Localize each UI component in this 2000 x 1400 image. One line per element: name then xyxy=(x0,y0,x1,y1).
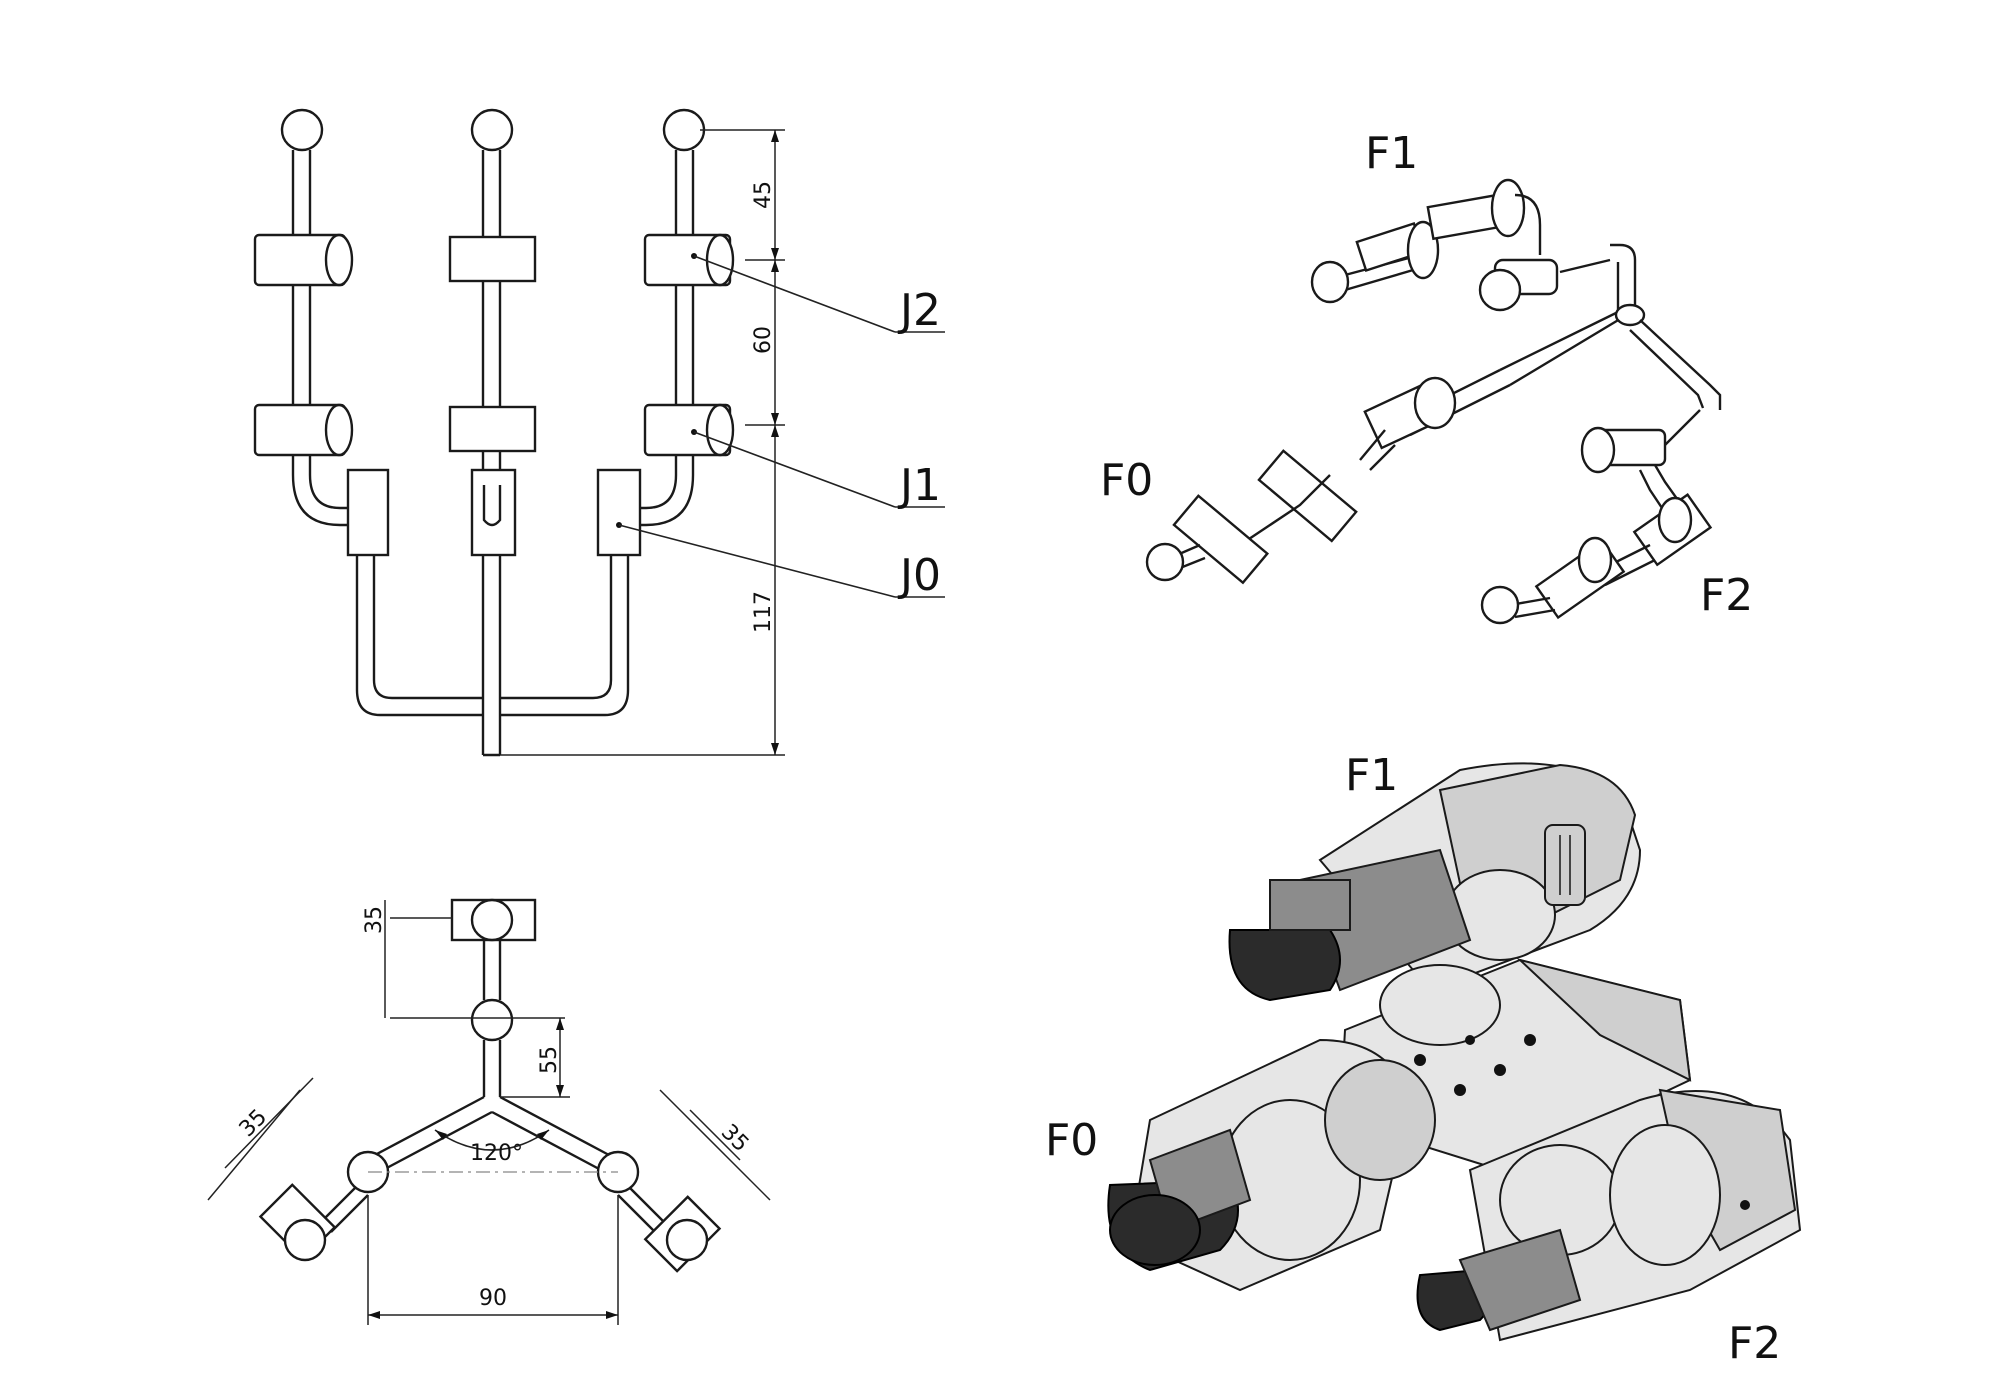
front-view: 45 60 117 J2 J1 J0 xyxy=(253,108,945,757)
label-render-f0: F0 xyxy=(1045,1115,1098,1166)
label-skeleton-f1: F1 xyxy=(1365,128,1418,179)
render-f2 xyxy=(1416,1088,1802,1342)
skeleton-f2 xyxy=(1480,319,1722,625)
label-skeleton-f2: F2 xyxy=(1700,570,1753,621)
dim-117: 117 xyxy=(751,591,776,633)
label-j2: J2 xyxy=(897,285,941,336)
dim-120deg: 120° xyxy=(470,1141,523,1166)
dim-35-top: 35 xyxy=(362,906,387,934)
label-j0: J0 xyxy=(897,550,941,601)
finger-left xyxy=(253,108,483,717)
finger-middle xyxy=(448,108,537,757)
front-dimensions: 45 60 117 xyxy=(500,129,785,756)
label-render-f1: F1 xyxy=(1345,750,1398,801)
label-skeleton-f0: F0 xyxy=(1100,455,1153,506)
skeleton-view: F1 F0 F2 xyxy=(1100,128,1753,625)
top-view: 120° 35 55 35 35 90 xyxy=(207,898,771,1325)
render-view: F1 F0 F2 xyxy=(1045,750,1802,1369)
dim-90: 90 xyxy=(479,1286,507,1311)
finger-right xyxy=(500,108,735,717)
skeleton-f1 xyxy=(1310,178,1637,312)
dim-55: 55 xyxy=(537,1046,562,1074)
label-render-f2: F2 xyxy=(1728,1318,1781,1369)
skeleton-f0 xyxy=(1145,368,1511,585)
render-f0 xyxy=(1107,1038,1436,1292)
label-j1: J1 xyxy=(897,460,941,511)
joint-leaders: J2 J1 J0 xyxy=(618,255,945,601)
dim-35-left: 35 xyxy=(235,1105,272,1142)
dim-45: 45 xyxy=(751,181,776,209)
dim-60: 60 xyxy=(751,326,776,354)
render-f1 xyxy=(1228,762,1642,1002)
